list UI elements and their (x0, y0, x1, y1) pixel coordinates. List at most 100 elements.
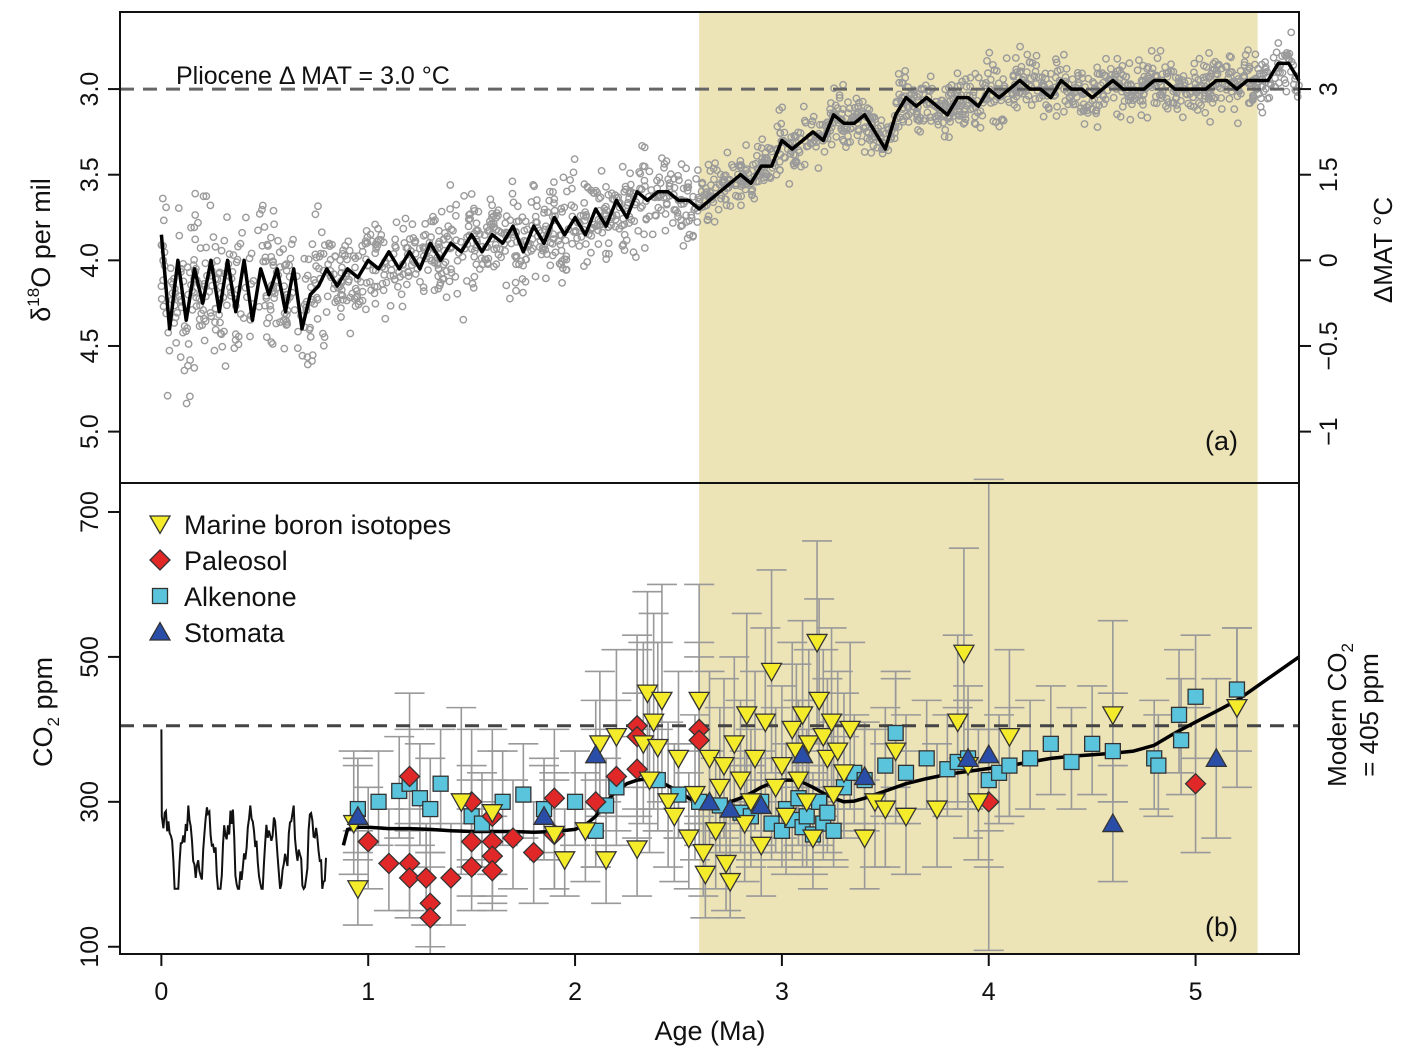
d18o-point (531, 272, 540, 281)
co2-point-triangle-down (822, 785, 845, 806)
d18o-point (276, 263, 284, 271)
d18o-point (871, 115, 880, 124)
d18o-point (1047, 69, 1055, 78)
d18o-point (557, 246, 566, 255)
d18o-point (850, 112, 859, 121)
d18o-point (842, 125, 851, 134)
co2-point-triangle-down (625, 840, 649, 860)
d18o-point (210, 346, 219, 355)
d18o-point (537, 250, 546, 259)
d18o-point (225, 250, 234, 259)
d18o-point (694, 166, 702, 175)
d18o-point (266, 233, 275, 242)
d18o-point (682, 164, 690, 173)
d18o-point (180, 366, 189, 375)
co2-point-triangle-up (584, 743, 607, 764)
d18o-point (999, 75, 1008, 84)
d18o-point (860, 148, 869, 156)
d18o-point (263, 319, 271, 328)
d18o-point (209, 233, 218, 242)
co2-point-triangle-down (677, 829, 700, 849)
d18o-point (594, 240, 603, 249)
d18o-point (397, 290, 406, 299)
d18o-point (985, 48, 994, 57)
d18o-point (754, 177, 763, 186)
d18o-point (513, 202, 522, 211)
d18o-point (580, 180, 589, 189)
co2-point-triangle-down (657, 793, 680, 813)
d18o-point (1124, 92, 1133, 101)
d18o-point (794, 128, 802, 137)
d18o-point (1225, 52, 1234, 61)
d18o-point (1116, 112, 1125, 121)
d18o-point (379, 286, 388, 295)
d18o-point (736, 163, 745, 172)
d18o-point (1209, 59, 1218, 68)
d18o-point (1190, 59, 1199, 68)
d18o-point (1136, 97, 1145, 105)
d18o-point (157, 282, 166, 291)
legend-symbol-triangle-up (148, 621, 172, 641)
d18o-point (272, 319, 281, 328)
co2-curve (341, 655, 1301, 846)
co2-point-square (918, 750, 935, 767)
d18o-point (1244, 99, 1253, 107)
d18o-point (670, 174, 678, 183)
d18o-point (467, 245, 476, 253)
d18o-point (416, 277, 424, 286)
d18o-point (987, 99, 995, 107)
d18o-point (1071, 100, 1080, 109)
d18o-point (270, 294, 278, 302)
d18o-point (687, 213, 696, 222)
d18o-point (661, 226, 670, 235)
d18o-point (575, 242, 584, 250)
d18o-point (484, 254, 493, 263)
d18o-point (654, 203, 663, 212)
d18o-point (648, 230, 657, 239)
co2-point-triangle-down (642, 713, 665, 733)
d18o-point (1244, 66, 1253, 75)
d18o-point (662, 157, 671, 166)
d18o-point (597, 166, 606, 175)
d18o-point (1196, 91, 1204, 100)
d18o-point (216, 318, 224, 327)
d18o-point (485, 217, 494, 226)
d18o-point (369, 266, 377, 275)
d18o-point (683, 186, 692, 195)
d18o-point (314, 202, 322, 211)
d18o-point (780, 128, 789, 137)
d18o-point (508, 177, 517, 186)
d18o-point (775, 157, 784, 166)
d18o-point (558, 278, 566, 287)
d18o-point (1163, 94, 1171, 103)
d18o-point (857, 107, 866, 116)
d18o-point (1032, 51, 1041, 60)
x-tick-label: 5 (1189, 978, 1203, 1006)
d18o-point (653, 176, 661, 185)
d18o-point (978, 79, 987, 88)
d18o-point (308, 240, 317, 249)
d18o-point (176, 353, 185, 361)
d18o-point (439, 235, 448, 244)
d18o-point (1147, 47, 1156, 55)
d18o-point (660, 163, 668, 172)
co2-point-diamond (357, 830, 380, 853)
d18o-point (511, 278, 520, 287)
co2-point-triangle-down (638, 771, 661, 791)
d18o-point (563, 187, 571, 196)
co2-point-triangle-down (708, 778, 731, 799)
co2-axis-label: CO2 ppm (28, 657, 63, 767)
d18o-point (462, 277, 471, 285)
d18o-point (937, 96, 946, 105)
co2-point-square (1104, 742, 1121, 760)
d18o-point (844, 98, 852, 107)
d18o-point (990, 66, 999, 74)
d18o-point (1249, 91, 1257, 100)
d18o-point (791, 157, 799, 166)
d18o-point (470, 252, 479, 261)
co2-point-triangle-down (816, 749, 839, 770)
d18o-point (895, 78, 904, 87)
d18o-point (540, 205, 549, 214)
d18o-point (976, 123, 985, 132)
d18o-point (689, 192, 697, 201)
